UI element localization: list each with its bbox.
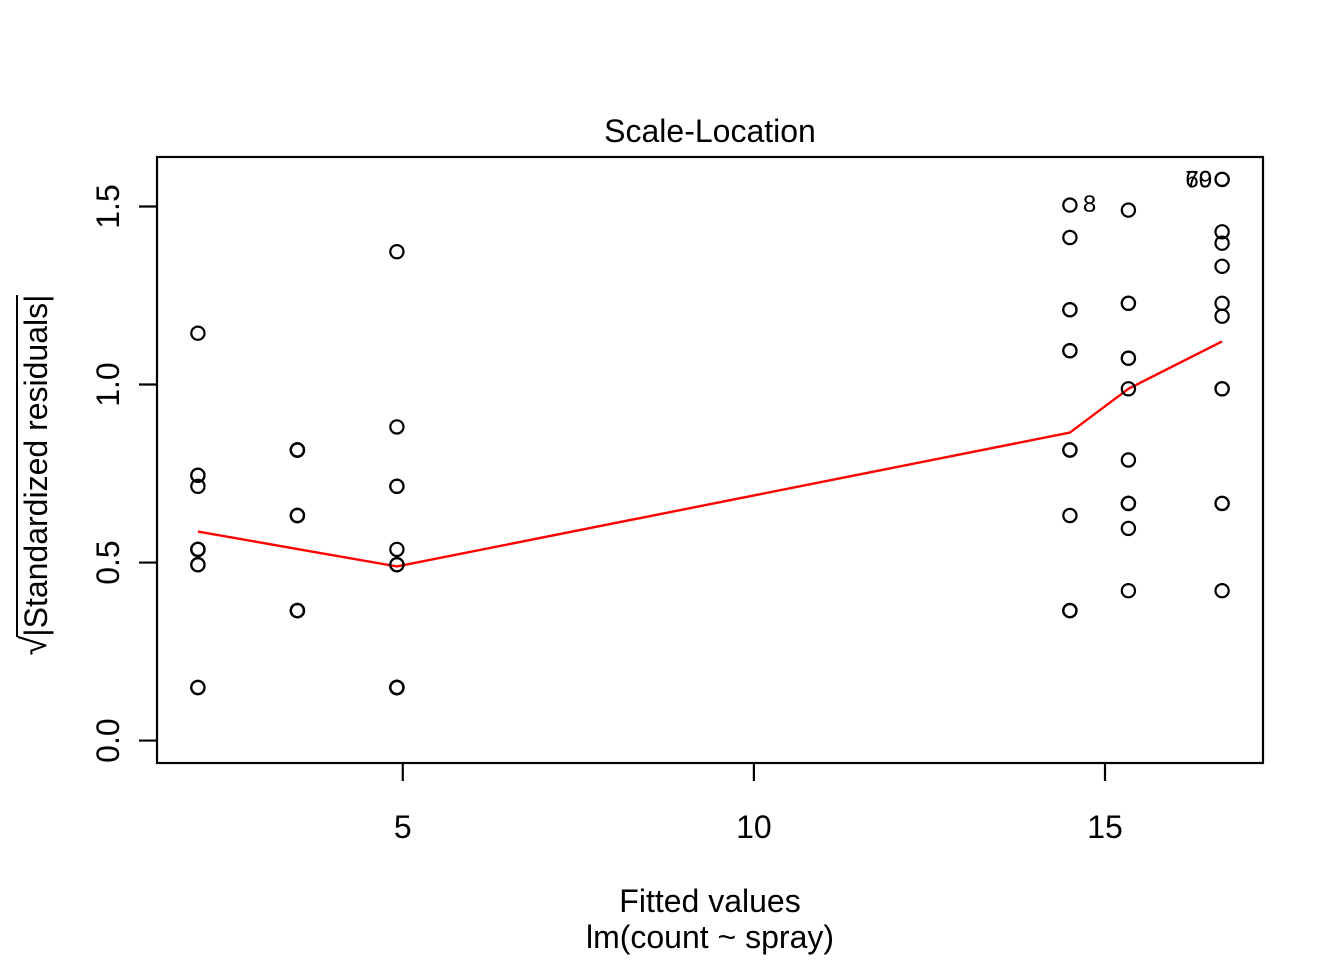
plot-title: Scale-Location xyxy=(604,113,816,149)
data-point xyxy=(1062,302,1078,318)
data-point xyxy=(1120,295,1137,311)
data-point xyxy=(289,507,306,524)
data-point xyxy=(190,557,206,573)
data-point xyxy=(1214,308,1230,324)
y-tick-label: 1.5 xyxy=(90,184,126,228)
y-tick-label: 1.0 xyxy=(90,362,126,406)
data-point xyxy=(190,467,206,483)
data-point xyxy=(1062,442,1078,458)
x-axis-ticks: 5 10 15 xyxy=(394,763,1123,845)
data-point xyxy=(1214,258,1230,274)
point-label: 69 xyxy=(1185,166,1212,193)
x-tick-label: 15 xyxy=(1087,809,1123,845)
data-point xyxy=(1214,224,1230,240)
data-point xyxy=(1214,583,1230,599)
x-axis-sublabel: lm(count ~ spray) xyxy=(586,919,834,955)
x-tick-label: 10 xyxy=(736,809,772,845)
y-axis-label: √ |Standardized residuals| xyxy=(12,265,54,685)
point-label: 8 xyxy=(1083,191,1096,218)
data-point xyxy=(190,541,206,558)
data-point xyxy=(389,679,405,696)
data-point xyxy=(1214,495,1230,512)
data-point xyxy=(1062,197,1078,213)
data-point xyxy=(1062,229,1078,246)
smooth-line xyxy=(197,340,1223,568)
data-point xyxy=(389,557,405,573)
data-point xyxy=(1214,235,1230,251)
plot-box xyxy=(155,155,1265,765)
data-point xyxy=(1062,343,1078,359)
data-point xyxy=(289,442,306,458)
y-tick-label: 0.5 xyxy=(90,540,126,584)
x-tick-label: 5 xyxy=(394,809,412,845)
data-point xyxy=(1062,602,1078,619)
y-axis-label-text: |Standardized residuals| xyxy=(16,294,54,637)
y-tick-label: 0.0 xyxy=(90,718,126,762)
data-point xyxy=(289,602,306,619)
data-point xyxy=(190,679,206,696)
data-point xyxy=(1120,381,1137,397)
sqrt-radical-glyph: √ xyxy=(13,635,54,656)
data-point xyxy=(1214,381,1230,397)
data-point xyxy=(190,478,206,494)
data-point xyxy=(1120,520,1137,537)
data-point xyxy=(389,478,405,494)
data-point xyxy=(389,243,405,260)
data-point xyxy=(389,541,405,558)
data-point xyxy=(1062,507,1078,524)
point-label: 70 xyxy=(1185,166,1212,193)
data-point xyxy=(1120,452,1137,468)
data-point xyxy=(1120,495,1137,512)
data-point xyxy=(190,325,206,341)
smooth-line-layer xyxy=(197,340,1223,568)
data-points-layer xyxy=(190,171,1230,696)
data-point xyxy=(1120,583,1137,599)
y-axis-ticks: 0.0 0.5 1.0 1.5 xyxy=(90,184,157,763)
data-point xyxy=(389,419,405,435)
data-point xyxy=(1214,295,1230,311)
data-point xyxy=(1120,202,1137,218)
data-point xyxy=(1214,171,1230,188)
x-axis-label: Fitted values xyxy=(619,883,800,919)
data-point xyxy=(1120,350,1137,366)
